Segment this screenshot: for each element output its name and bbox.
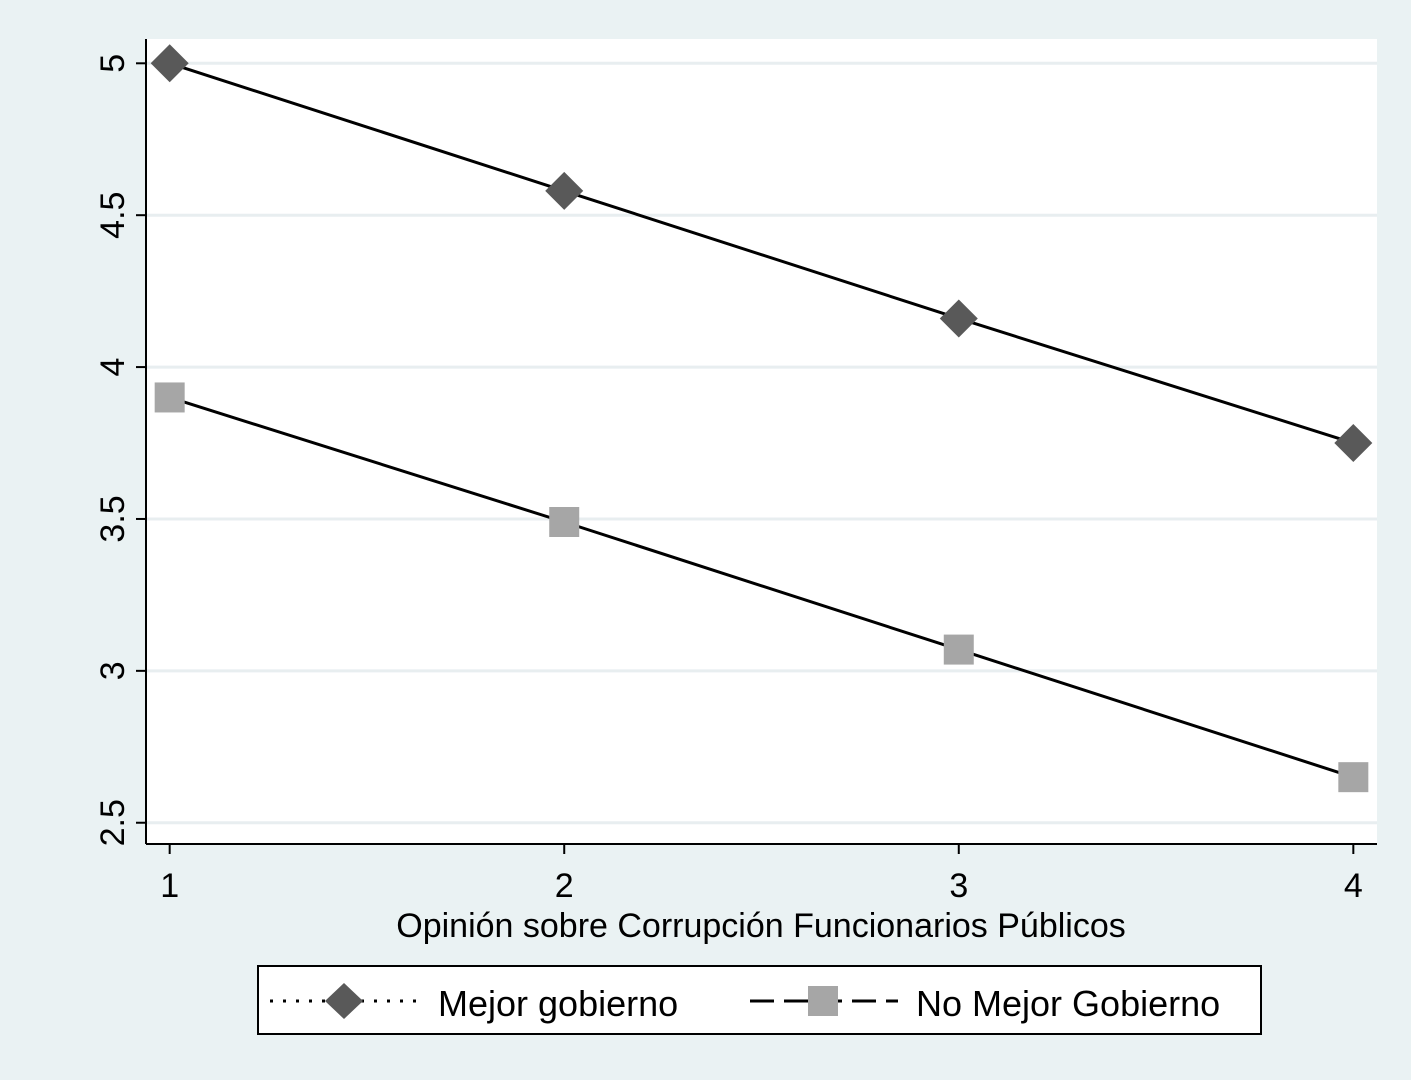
x-tick-label: 1 [160,867,179,905]
y-tick-label: 4.5 [94,192,132,239]
legend: Mejor gobierno No Mejor Gobierno [257,965,1262,1035]
plot-area [146,39,1377,844]
y-tick-label: 3 [94,661,132,680]
legend-marker-mejor-gobierno [325,983,363,1019]
data-point-square [1338,762,1369,793]
x-tick-label: 2 [555,867,574,905]
series-line-1 [169,396,1354,779]
series-line-0 [169,61,1354,445]
y-tick-label: 2.5 [94,799,132,846]
x-tick-label: 4 [1344,867,1363,905]
data-point-diamond [150,44,189,83]
gridlines [146,61,1377,825]
data-point-square [154,382,185,413]
axes: 2.5 3 3.5 4 4.5 5 1 2 3 4 [94,39,1377,905]
data-markers [150,44,1373,793]
y-tick-label: 5 [94,54,132,73]
data-point-diamond [545,171,584,210]
data-point-diamond [939,299,978,338]
series-lines [169,61,1354,779]
y-tick-label: 4 [94,358,132,377]
data-point-diamond [1334,424,1373,463]
y-tick-label: 3.5 [94,495,132,542]
x-axis-title: Opinión sobre Corrupción Funcionarios Pú… [396,907,1126,945]
data-point-square [943,634,974,665]
legend-label-mejor-gobierno: Mejor gobierno [438,983,678,1024]
legend-label-no-mejor-gobierno: No Mejor Gobierno [916,983,1220,1024]
legend-marker-no-mejor-gobierno [808,986,838,1016]
x-tick-label: 3 [949,867,968,905]
data-point-square [549,507,580,537]
